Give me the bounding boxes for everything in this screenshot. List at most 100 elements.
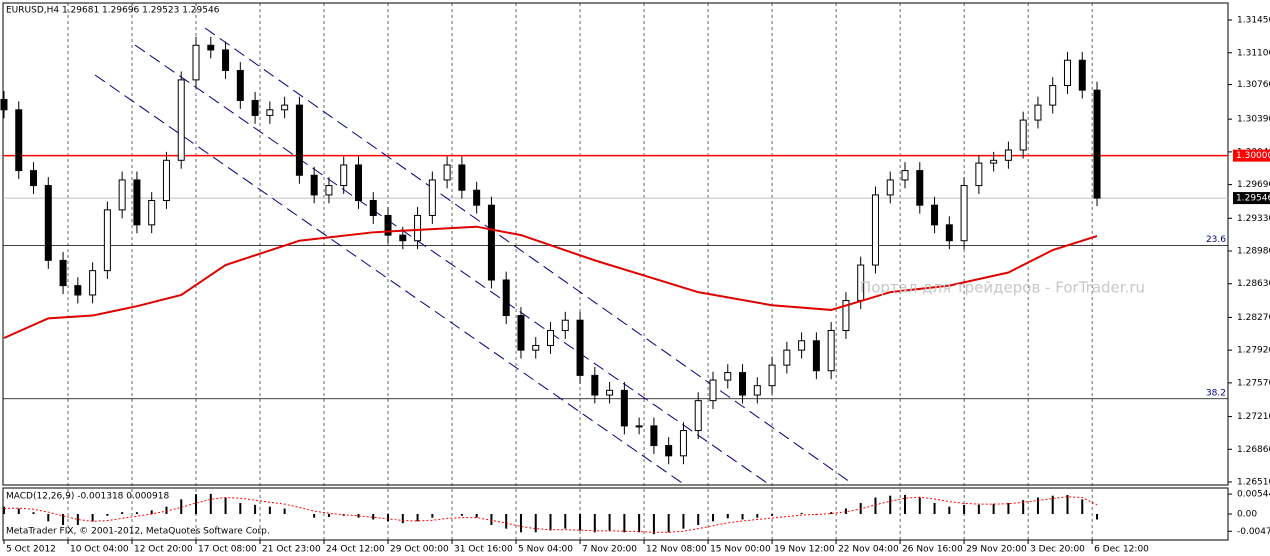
y-tick-label: 1.27920 xyxy=(1237,346,1270,356)
y-tick-label: 1.26860 xyxy=(1237,445,1270,455)
candle-body xyxy=(310,174,318,196)
x-tick-label: 22 Nov 04:00 xyxy=(838,545,899,555)
macd-signal xyxy=(3,496,1098,533)
candle-body xyxy=(162,159,170,202)
x-tick-label: 15 Nov 00:00 xyxy=(710,545,771,555)
candle-body xyxy=(340,164,348,187)
candle-body xyxy=(133,179,141,226)
x-tick-label: 5 Nov 04:00 xyxy=(518,545,573,555)
candle-body xyxy=(679,430,687,457)
candle-body xyxy=(916,170,924,206)
candle-body xyxy=(1063,59,1071,86)
candle-body xyxy=(576,319,584,376)
x-tick-label: 19 Nov 12:00 xyxy=(774,545,835,555)
candle-body xyxy=(207,44,215,51)
candle-body xyxy=(236,70,244,101)
candle-body xyxy=(532,344,540,351)
candle-body xyxy=(739,372,747,396)
candle-body xyxy=(901,170,909,181)
candle-body xyxy=(1019,119,1027,151)
candle-body xyxy=(975,162,983,187)
candle-body xyxy=(44,185,52,261)
candle-body xyxy=(990,159,998,164)
candle-body xyxy=(192,44,200,81)
level-label: 1.30000 xyxy=(1236,151,1270,161)
candle-body xyxy=(753,385,761,396)
fibo-label: 23.6 xyxy=(1206,235,1226,245)
level-tag xyxy=(1233,192,1270,205)
moving-average xyxy=(3,225,1098,339)
candle-body xyxy=(783,349,791,366)
candle-body xyxy=(295,104,303,176)
candle-body xyxy=(886,179,894,196)
y-tick-label: 1.29690 xyxy=(1237,180,1270,190)
candle-body xyxy=(694,400,702,432)
candle-body xyxy=(931,204,939,226)
candle-body xyxy=(428,179,436,216)
candle-body xyxy=(103,209,111,272)
x-tick-label: 21 Oct 23:00 xyxy=(262,545,321,555)
macd-y-tick-label: 0.005440 xyxy=(1237,490,1270,500)
x-tick-label: 29 Oct 00:00 xyxy=(390,545,449,555)
candle-body xyxy=(325,185,333,196)
candle-body xyxy=(399,234,407,242)
y-tick-label: 1.27210 xyxy=(1237,412,1270,422)
candle-body xyxy=(74,285,82,296)
candle-body xyxy=(30,170,38,187)
candle-body xyxy=(620,389,628,427)
candle-body xyxy=(1004,149,1012,161)
y-tick-label: 1.30760 xyxy=(1237,80,1270,90)
candle-body xyxy=(768,364,776,387)
copyright: MetaTrader FIX, © 2001-2012, MetaQuotes … xyxy=(6,527,270,537)
x-tick-label: 10 Oct 04:00 xyxy=(70,545,129,555)
y-tick-label: 1.28270 xyxy=(1237,313,1270,323)
candle-body xyxy=(222,49,230,72)
candle-body xyxy=(812,340,820,372)
candle-body xyxy=(724,372,732,381)
channel xyxy=(94,27,851,486)
x-tick-label: 7 Nov 20:00 xyxy=(582,545,637,555)
macd-label: MACD(12,26,9) -0.001318 0.000918 xyxy=(6,492,169,502)
y-tick-label: 1.27570 xyxy=(1237,378,1270,388)
fibo-label: 38.2 xyxy=(1206,388,1226,398)
y-tick-label: 1.30390 xyxy=(1237,115,1270,125)
x-tick-label: 5 Oct 2012 xyxy=(6,545,56,555)
x-tick-label: 31 Oct 16:00 xyxy=(454,545,513,555)
candle-body xyxy=(281,104,289,111)
candle-body xyxy=(606,389,614,396)
candle-body xyxy=(266,109,274,116)
candle-body xyxy=(709,379,717,402)
x-tick-label: 29 Nov 20:00 xyxy=(966,545,1027,555)
candle-body xyxy=(960,185,968,242)
candle-body xyxy=(1093,89,1101,199)
candle-body xyxy=(650,425,658,447)
candle-body xyxy=(89,270,97,296)
candle-body xyxy=(251,99,259,116)
candle-body xyxy=(384,214,392,236)
y-tick-label: 1.28630 xyxy=(1237,279,1270,289)
y-tick-label: 1.31100 xyxy=(1237,48,1270,58)
candle-body xyxy=(547,330,555,346)
candle-body xyxy=(665,445,673,457)
candle-body xyxy=(591,374,599,396)
marks xyxy=(0,36,1101,535)
y-tick-label: 1.31450 xyxy=(1237,16,1270,26)
y-tick-label: 1.28980 xyxy=(1237,247,1270,257)
x-tick-label: 3 Dec 20:00 xyxy=(1030,545,1085,555)
candle-body xyxy=(842,300,850,332)
x-tick-label: 12 Nov 08:00 xyxy=(646,545,707,555)
macd-y-tick-label: 0.00 xyxy=(1237,510,1257,520)
candle-body xyxy=(1034,104,1042,121)
candle-body xyxy=(118,179,126,211)
x-tick-label: 12 Oct 20:00 xyxy=(134,545,193,555)
x-tick-label: 6 Dec 12:00 xyxy=(1094,545,1149,555)
x-tick-label: 26 Nov 16:00 xyxy=(902,545,963,555)
candle-body xyxy=(1078,59,1086,91)
candle-body xyxy=(443,164,451,181)
main-frame xyxy=(2,2,1229,486)
candle-body xyxy=(487,204,495,281)
y-tick-label: 1.29330 xyxy=(1237,214,1270,224)
candle-body xyxy=(561,319,569,332)
